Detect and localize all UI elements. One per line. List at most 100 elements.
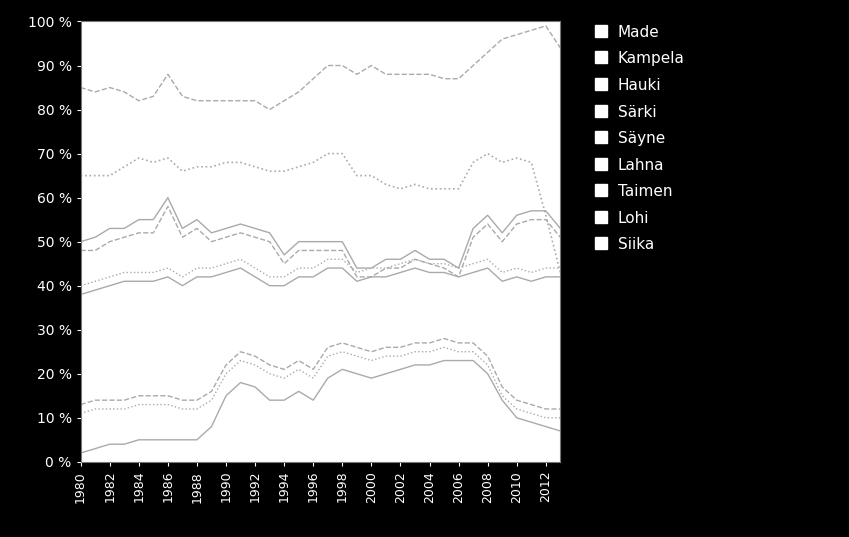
Särki	[396, 265, 406, 271]
Taimen	[119, 397, 129, 403]
Siika	[221, 393, 231, 399]
Säyne	[424, 260, 435, 267]
Siika	[206, 423, 216, 430]
Line: Made: Made	[81, 26, 560, 110]
Hauki	[439, 256, 449, 263]
Hauki	[482, 212, 492, 219]
Särki	[265, 238, 275, 245]
Lahna	[149, 278, 159, 285]
Made	[90, 89, 100, 95]
Taimen	[439, 335, 449, 342]
Made	[163, 71, 173, 77]
Lahna	[133, 278, 143, 285]
Taimen	[541, 406, 551, 412]
Kampela	[250, 164, 260, 170]
Lohi	[133, 401, 143, 408]
Kampela	[366, 172, 376, 179]
Lohi	[541, 415, 551, 421]
Taimen	[177, 397, 188, 403]
Made	[337, 62, 347, 69]
Lohi	[381, 353, 391, 359]
Säyne	[410, 256, 420, 263]
Hauki	[541, 208, 551, 214]
Taimen	[366, 349, 376, 355]
Made	[133, 98, 143, 104]
Hauki	[424, 256, 435, 263]
Taimen	[351, 344, 362, 351]
Lahna	[265, 282, 275, 289]
Hauki	[396, 256, 406, 263]
Särki	[119, 234, 129, 241]
Siika	[381, 371, 391, 377]
Taimen	[265, 362, 275, 368]
Siika	[439, 357, 449, 364]
Säyne	[235, 256, 245, 263]
Made	[555, 45, 565, 51]
Taimen	[149, 393, 159, 399]
Lohi	[453, 349, 464, 355]
Säyne	[279, 274, 290, 280]
Hauki	[498, 230, 508, 236]
Hauki	[90, 234, 100, 241]
Lahna	[410, 265, 420, 271]
Made	[76, 84, 86, 91]
Line: Taimen: Taimen	[81, 338, 560, 409]
Särki	[221, 234, 231, 241]
Säyne	[177, 274, 188, 280]
Lahna	[76, 291, 86, 297]
Säyne	[482, 256, 492, 263]
Siika	[104, 441, 115, 447]
Kampela	[351, 172, 362, 179]
Siika	[337, 366, 347, 373]
Lohi	[90, 406, 100, 412]
Lahna	[104, 282, 115, 289]
Särki	[133, 230, 143, 236]
Säyne	[351, 269, 362, 275]
Taimen	[163, 393, 173, 399]
Made	[381, 71, 391, 77]
Särki	[337, 247, 347, 253]
Made	[482, 49, 492, 55]
Säyne	[163, 265, 173, 271]
Kampela	[206, 164, 216, 170]
Kampela	[453, 186, 464, 192]
Kampela	[133, 155, 143, 161]
Lahna	[541, 274, 551, 280]
Lahna	[468, 269, 478, 275]
Särki	[410, 256, 420, 263]
Made	[323, 62, 333, 69]
Taimen	[526, 401, 537, 408]
Hauki	[76, 238, 86, 245]
Made	[498, 36, 508, 42]
Line: Lohi: Lohi	[81, 347, 560, 418]
Lohi	[104, 406, 115, 412]
Säyne	[90, 278, 100, 285]
Hauki	[163, 194, 173, 201]
Säyne	[119, 269, 129, 275]
Taimen	[221, 362, 231, 368]
Lohi	[410, 349, 420, 355]
Säyne	[206, 265, 216, 271]
Kampela	[308, 159, 318, 165]
Särki	[250, 234, 260, 241]
Made	[366, 62, 376, 69]
Siika	[468, 357, 478, 364]
Made	[235, 98, 245, 104]
Made	[265, 106, 275, 113]
Säyne	[265, 274, 275, 280]
Lahna	[366, 274, 376, 280]
Siika	[119, 441, 129, 447]
Hauki	[526, 208, 537, 214]
Säyne	[555, 265, 565, 271]
Line: Hauki: Hauki	[81, 198, 560, 268]
Taimen	[555, 406, 565, 412]
Lahna	[351, 278, 362, 285]
Siika	[555, 428, 565, 434]
Lohi	[512, 406, 522, 412]
Hauki	[512, 212, 522, 219]
Taimen	[396, 344, 406, 351]
Made	[149, 93, 159, 99]
Lohi	[119, 406, 129, 412]
Siika	[351, 371, 362, 377]
Taimen	[235, 349, 245, 355]
